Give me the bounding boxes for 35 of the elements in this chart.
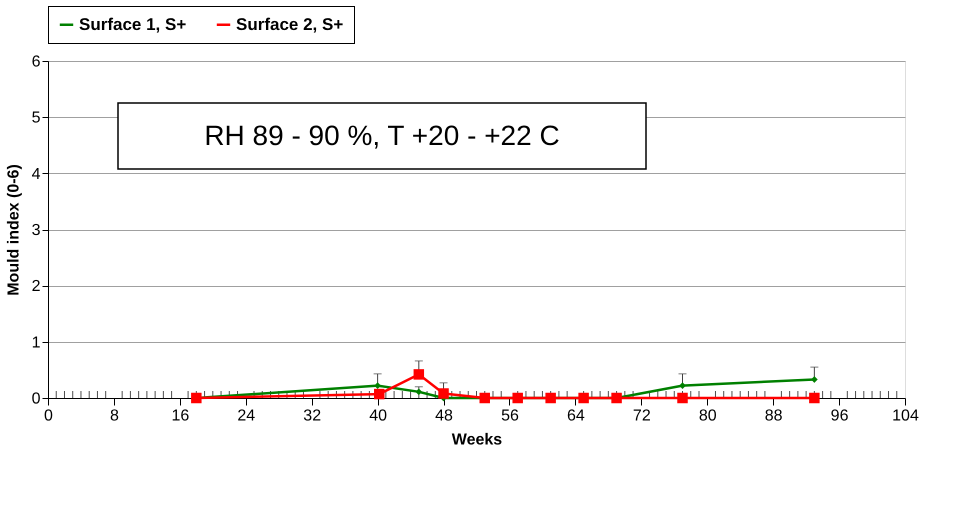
- x-tick-label: 104: [892, 408, 919, 424]
- y-tick-label: 6: [32, 54, 41, 70]
- point: [677, 392, 688, 404]
- x-tick-label: 80: [698, 408, 717, 424]
- y-tick-label: 4: [32, 166, 41, 183]
- x-tick-label: 72: [632, 408, 651, 424]
- y-tick-label: 3: [32, 222, 41, 239]
- point: [374, 388, 385, 400]
- x-tick-label: 96: [830, 408, 849, 424]
- y-tick-label: 5: [32, 110, 41, 127]
- x-tick-label: 24: [237, 408, 256, 424]
- point: [811, 376, 818, 383]
- point: [679, 382, 686, 389]
- point: [438, 388, 449, 399]
- y-tick-label: 2: [32, 278, 41, 296]
- legend-label: Surface 1, S+: [79, 14, 186, 34]
- point: [414, 369, 424, 380]
- legend-label: Surface 2, S+: [236, 14, 344, 34]
- y-tick-label: 0: [32, 390, 41, 408]
- x-tick-label: 0: [44, 408, 54, 424]
- y-axis-title: Mould index (0-6): [6, 164, 23, 296]
- point: [415, 388, 422, 396]
- annotation: RH 89 - 90 %, T +20 - +22 C: [204, 120, 560, 151]
- x-tick-label: 64: [566, 408, 585, 424]
- x-tick-label: 8: [110, 408, 119, 424]
- y-tick-label: 1: [32, 334, 41, 352]
- x-tick-label: 32: [303, 408, 322, 424]
- point: [374, 382, 381, 389]
- point: [809, 392, 820, 404]
- x-tick-label: 16: [171, 408, 190, 424]
- x-axis-title: Weeks: [452, 432, 502, 448]
- x-tick-label: 56: [501, 408, 519, 424]
- x-tick-label: 88: [764, 408, 783, 424]
- x-tick-label: 40: [369, 408, 388, 424]
- x-tick-label: 48: [435, 408, 454, 424]
